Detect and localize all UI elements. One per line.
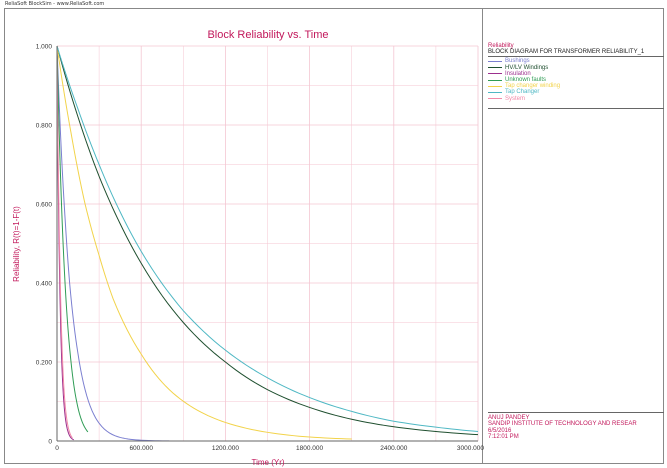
y-tick-label: 0.200 [36, 360, 53, 367]
legend-swatch [488, 61, 502, 62]
x-tick-label: 1800.000 [296, 445, 323, 452]
legend-label: Insulation [505, 70, 531, 77]
series-line-unknown-faults [56, 45, 89, 433]
legend-entry: Bushings [488, 58, 664, 64]
legend-swatch [488, 73, 502, 75]
legend-subtitle: BLOCK DIAGRAM FOR TRANSFORMER RELIABILIT… [488, 49, 664, 58]
footer-author: ANUJ PANDEY [488, 415, 530, 421]
x-tick-label: 1200.000 [212, 445, 239, 452]
legend-rule [488, 107, 664, 109]
x-tick-label: 0 [55, 445, 59, 452]
y-tick-label: 0.400 [36, 281, 53, 288]
series-line-hv-lv-windings [56, 45, 479, 436]
legend-label: Bushings [505, 58, 530, 65]
chart-title: Block Reliability vs. Time [207, 29, 328, 41]
x-tick-label: 600.000 [129, 445, 153, 452]
series-line-tap-changer-winding [56, 45, 352, 440]
report-footer: ANUJ PANDEY SANDIP INSTITUTE OF TECHNOLO… [488, 412, 664, 441]
legend-swatch [488, 85, 502, 87]
legend-entry: Unknown faults [488, 77, 664, 83]
legend-swatch [488, 79, 502, 81]
legend-swatch [488, 92, 502, 94]
footer-time: 7:12:01 PM [488, 434, 519, 441]
legend-items: Bushings HV/LV Windings Insulation Unknown … [488, 58, 664, 102]
y-tick-label: 0.800 [36, 123, 53, 130]
y-axis-label: Reliability, R(t)=1-F(t) [12, 206, 21, 282]
legend-swatch [488, 67, 502, 69]
y-tick-label: 0.600 [36, 202, 53, 209]
axes: 0 600.000 1200.000 1800.000 2400.000 3000.000… [36, 44, 485, 453]
footer-date: 6/5/2016 [488, 427, 512, 434]
legend-label: System [505, 95, 526, 102]
series-lines [56, 45, 479, 442]
plot-window [4, 8, 664, 464]
legend-label: Tap Changer [505, 89, 540, 96]
window-title: ReliaSoft BlockSim - www.ReliaSoft.com [5, 1, 105, 7]
legend-header: Reliability [488, 43, 514, 49]
panel-divider [482, 8, 483, 464]
legend-label: Tap changer winding [505, 83, 561, 90]
x-axis-label: Time (Yr) [251, 458, 284, 467]
footer-institute: SANDIP INSTITUTE OF TECHNOLOGY AND RESEA… [488, 421, 637, 428]
legend-entry: Insulation [488, 71, 664, 77]
legend-swatch [488, 98, 502, 100]
legend-entry: HV/LV Windings [488, 65, 664, 71]
legend-label: Unknown faults [505, 77, 547, 84]
legend-panel: Reliability BLOCK DIAGRAM FOR TRANSFORME… [488, 43, 664, 109]
y-tick-label: 1.000 [36, 44, 53, 51]
x-tick-label: 2400.000 [380, 445, 407, 452]
legend-entry: System [488, 96, 664, 102]
series-line-system [56, 45, 73, 439]
legend-label: HV/LV Windings [505, 64, 549, 71]
legend-entry: Tap changer winding [488, 83, 664, 89]
x-tick-label: 3000.000 [457, 445, 484, 452]
series-line-tap-changer [56, 45, 479, 433]
legend-entry: Tap Changer [488, 89, 664, 95]
series-line-bushings [56, 45, 170, 442]
grid [56, 45, 479, 442]
y-tick-label: 0 [48, 439, 52, 446]
